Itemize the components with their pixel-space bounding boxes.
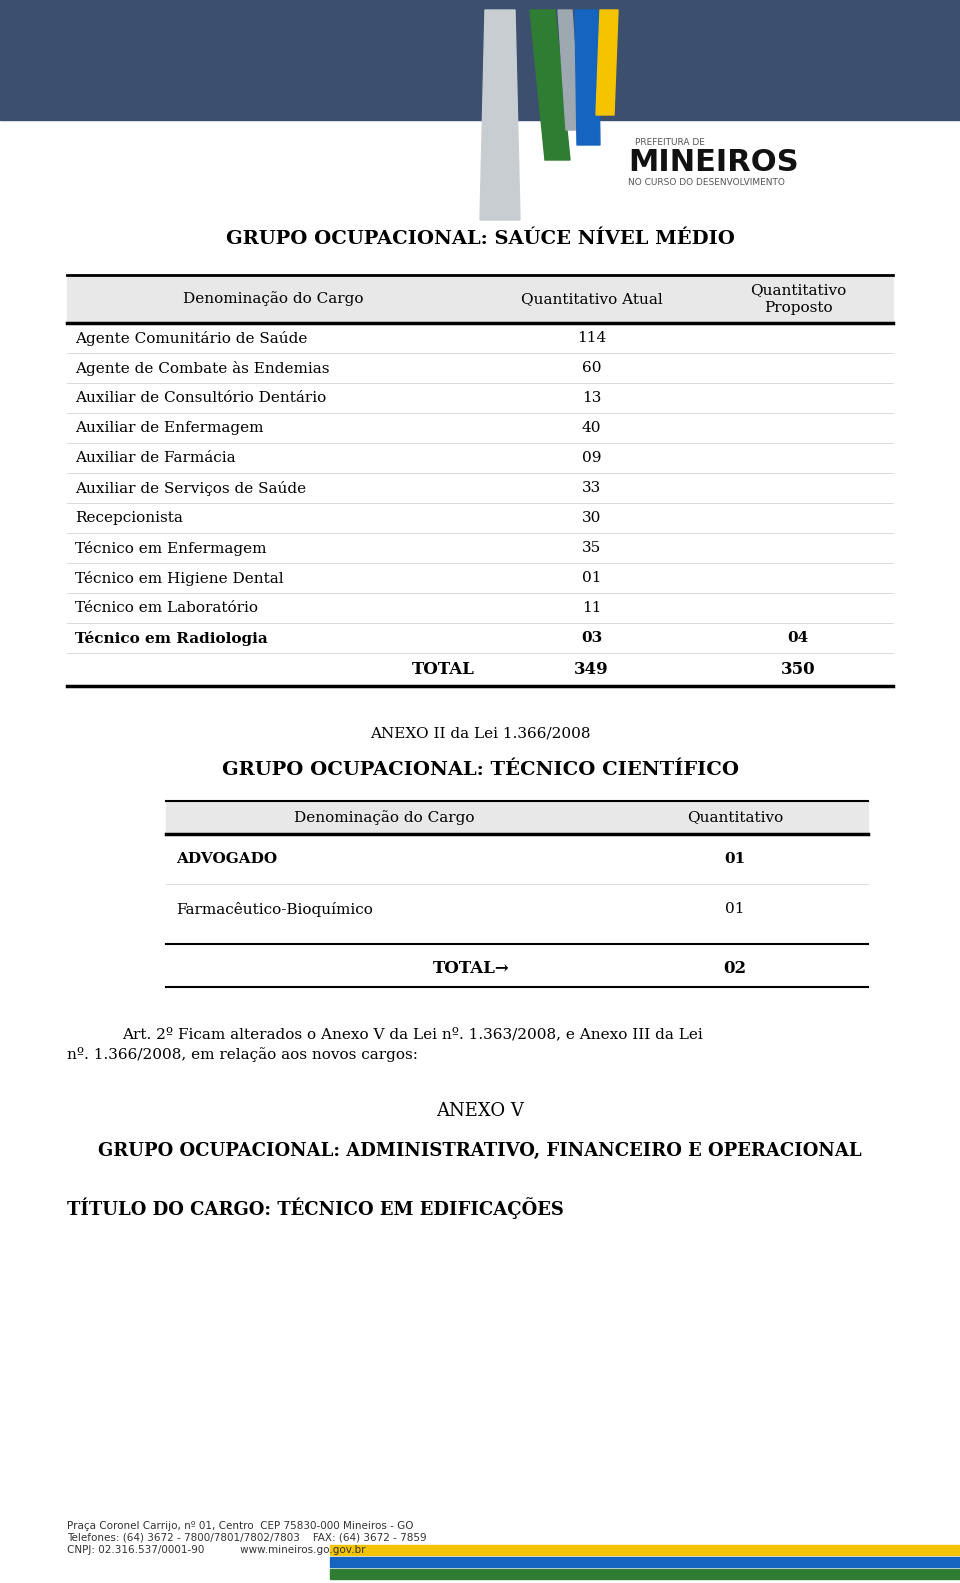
Text: Técnico em Radiologia: Técnico em Radiologia — [75, 630, 268, 646]
Text: 40: 40 — [582, 421, 601, 435]
Text: CNPJ: 02.316.537/0001-90           www.mineiros.go.gov.br: CNPJ: 02.316.537/0001-90 www.mineiros.go… — [67, 1545, 366, 1555]
Text: Denominação do Cargo: Denominação do Cargo — [183, 291, 364, 307]
Text: 30: 30 — [582, 511, 601, 526]
Text: 03: 03 — [581, 632, 602, 644]
Text: TÍTULO DO CARGO: TÉCNICO EM EDIFICAÇÕES: TÍTULO DO CARGO: TÉCNICO EM EDIFICAÇÕES — [67, 1197, 564, 1219]
Text: Recepcionista: Recepcionista — [75, 511, 182, 526]
Text: Art. 2º Ficam alterados o Anexo V da Lei nº. 1.363/2008, e Anexo III da Lei: Art. 2º Ficam alterados o Anexo V da Lei… — [122, 1027, 703, 1042]
Text: 04: 04 — [787, 632, 808, 644]
Text: 114: 114 — [577, 331, 606, 345]
Text: 09: 09 — [582, 451, 601, 465]
Text: 01: 01 — [582, 571, 601, 586]
Text: Quantitativo: Quantitativo — [686, 810, 783, 825]
Text: 01: 01 — [724, 852, 746, 866]
Text: ADVOGADO: ADVOGADO — [176, 852, 277, 866]
Text: 349: 349 — [574, 662, 609, 678]
Text: Praça Coronel Carrijo, nº 01, Centro  CEP 75830-000 Mineiros - GO: Praça Coronel Carrijo, nº 01, Centro CEP… — [67, 1521, 414, 1531]
Bar — [0, 0, 960, 120]
Text: Auxiliar de Enfermagem: Auxiliar de Enfermagem — [75, 421, 263, 435]
Text: TOTAL→: TOTAL→ — [432, 959, 509, 977]
Text: Denominação do Cargo: Denominação do Cargo — [294, 810, 474, 825]
Text: 01: 01 — [725, 902, 745, 917]
Text: PREFEITURA DE: PREFEITURA DE — [635, 138, 705, 147]
Text: Agente Comunitário de Saúde: Agente Comunitário de Saúde — [75, 331, 307, 345]
Text: 11: 11 — [582, 602, 601, 616]
Text: Técnico em Higiene Dental: Técnico em Higiene Dental — [75, 570, 283, 586]
Text: 60: 60 — [582, 361, 601, 375]
Text: ANEXO II da Lei 1.366/2008: ANEXO II da Lei 1.366/2008 — [370, 727, 590, 739]
Text: Auxiliar de Farmácia: Auxiliar de Farmácia — [75, 451, 235, 465]
Text: ANEXO V: ANEXO V — [436, 1102, 524, 1121]
Bar — [166, 801, 868, 834]
Polygon shape — [530, 9, 570, 160]
Polygon shape — [480, 9, 520, 220]
Text: GRUPO OCUPACIONAL: TÉCNICO CIENTÍFICO: GRUPO OCUPACIONAL: TÉCNICO CIENTÍFICO — [222, 761, 738, 779]
Text: Técnico em Laboratório: Técnico em Laboratório — [75, 602, 258, 616]
Bar — [330, 1558, 960, 1567]
Text: TOTAL: TOTAL — [412, 662, 475, 678]
Text: Técnico em Enfermagem: Técnico em Enfermagem — [75, 540, 267, 556]
Polygon shape — [596, 9, 618, 116]
Text: NO CURSO DO DESENVOLVIMENTO: NO CURSO DO DESENVOLVIMENTO — [628, 177, 785, 187]
Text: Quantitativo Atual: Quantitativo Atual — [520, 291, 662, 306]
Text: Quantitativo
Proposto: Quantitativo Proposto — [750, 283, 846, 315]
Text: GRUPO OCUPACIONAL: ADMINISTRATIVO, FINANCEIRO E OPERACIONAL: GRUPO OCUPACIONAL: ADMINISTRATIVO, FINAN… — [98, 1141, 862, 1160]
Text: Telefones: (64) 3672 - 7800/7801/7802/7803    FAX: (64) 3672 - 7859: Telefones: (64) 3672 - 7800/7801/7802/78… — [67, 1532, 426, 1543]
Text: Auxiliar de Serviços de Saúde: Auxiliar de Serviços de Saúde — [75, 481, 306, 495]
Text: Farmacêutico-Bioquímico: Farmacêutico-Bioquímico — [176, 901, 373, 917]
Text: 02: 02 — [723, 959, 746, 977]
Text: 35: 35 — [582, 541, 601, 556]
Polygon shape — [575, 9, 600, 146]
Text: Auxiliar de Consultório Dentário: Auxiliar de Consultório Dentário — [75, 391, 326, 405]
Bar — [330, 1569, 960, 1578]
Bar — [330, 1545, 960, 1555]
Text: MINEIROS: MINEIROS — [628, 147, 799, 177]
Bar — [67, 275, 893, 323]
Polygon shape — [558, 9, 580, 130]
Text: 350: 350 — [780, 662, 815, 678]
Text: Agente de Combate às Endemias: Agente de Combate às Endemias — [75, 361, 329, 375]
Text: GRUPO OCUPACIONAL: SAÚCE NÍVEL MÉDIO: GRUPO OCUPACIONAL: SAÚCE NÍVEL MÉDIO — [226, 230, 734, 249]
Text: 13: 13 — [582, 391, 601, 405]
Text: nº. 1.366/2008, em relação aos novos cargos:: nº. 1.366/2008, em relação aos novos car… — [67, 1046, 418, 1062]
Text: 33: 33 — [582, 481, 601, 495]
